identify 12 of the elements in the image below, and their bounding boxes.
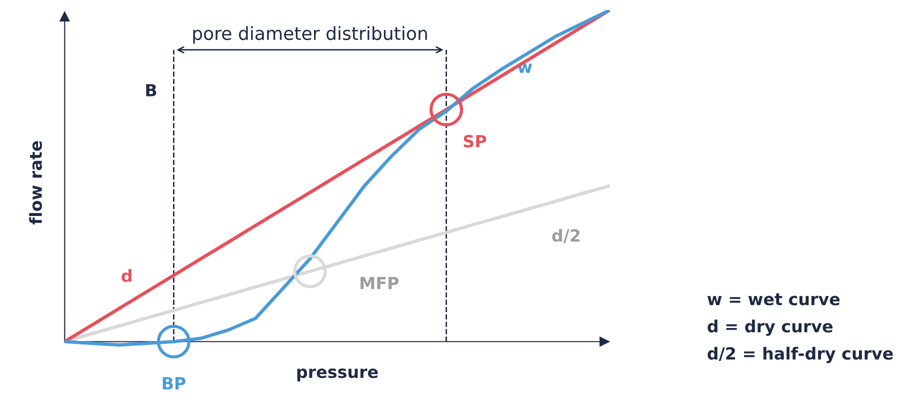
text: BP [162,377,186,390]
series-label: d [122,269,132,282]
annotation: SP [464,134,486,148]
text: d = dry curve [708,320,832,336]
annotation: pore diameter distribution [193,26,427,44]
text: d/2 = half-dry curve [708,346,893,364]
annotation: B [146,84,156,96]
x-axis-title: pressure [297,368,378,382]
series-label: d/2 [552,228,580,244]
annotation: MFP [360,277,399,290]
y-axis-title: flow rate [29,141,42,224]
text: w = wet curve [707,293,840,306]
